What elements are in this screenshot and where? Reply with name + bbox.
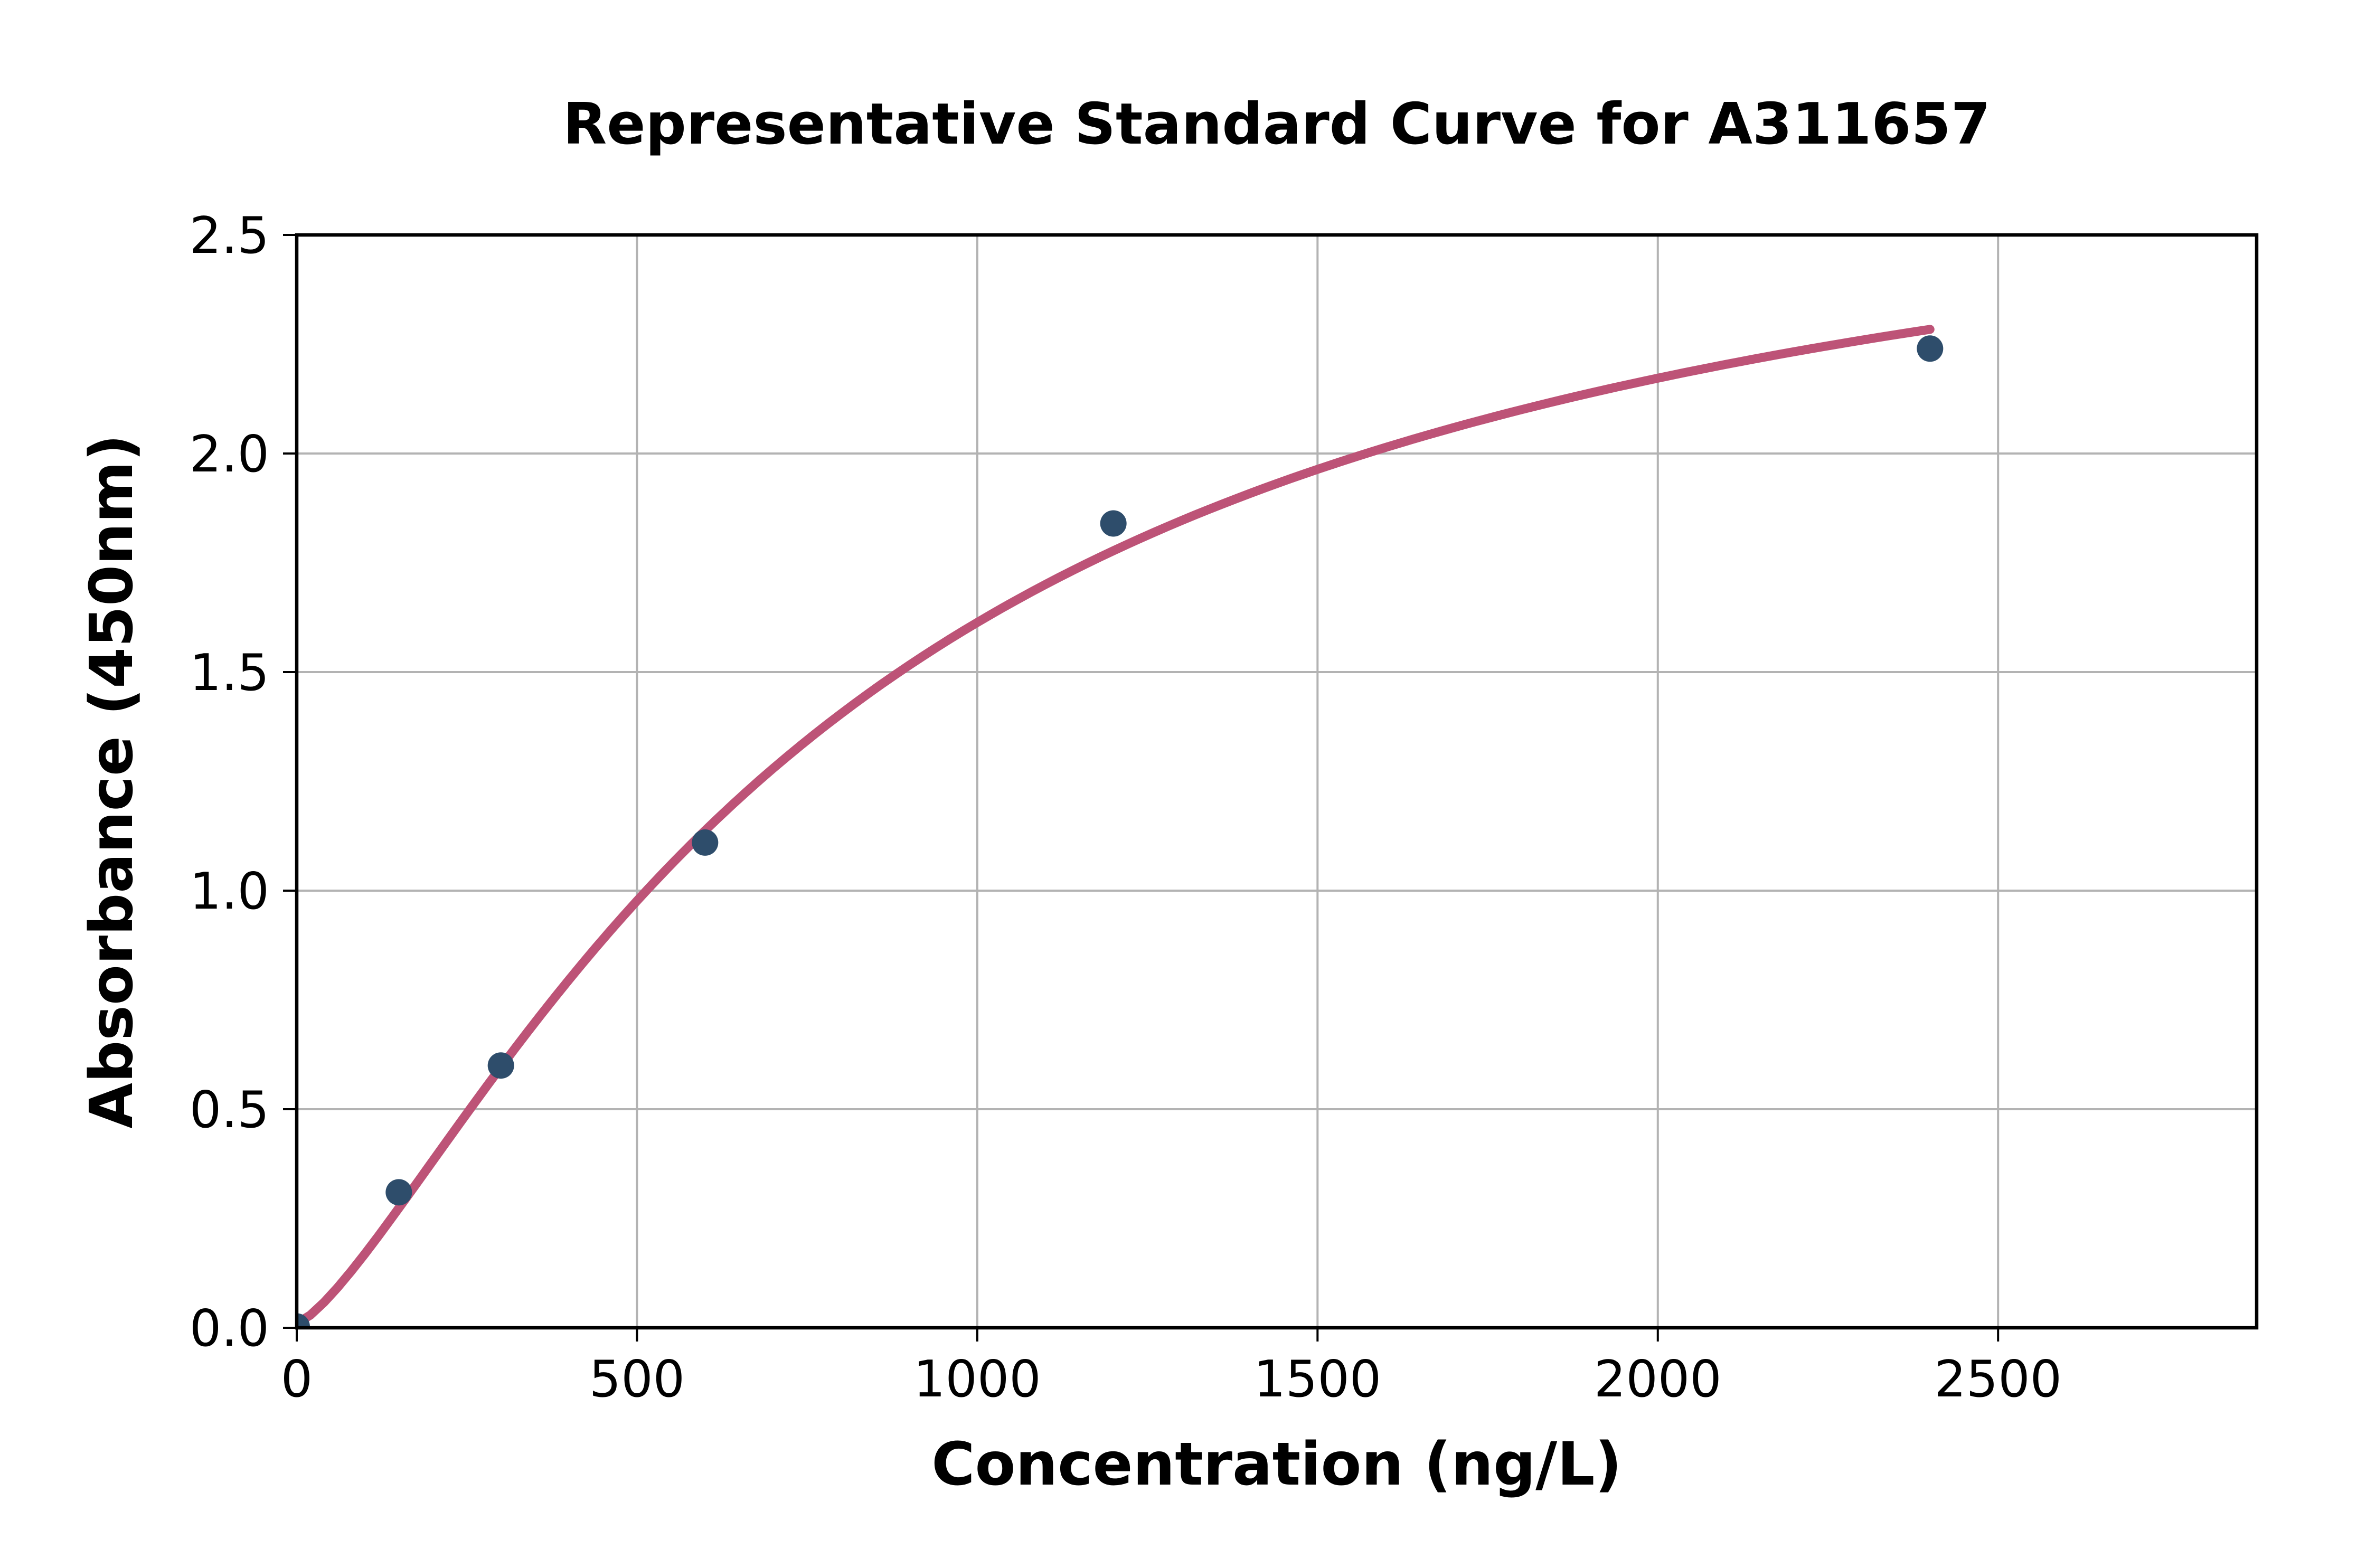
y-tick-label: 0.5	[190, 1081, 269, 1139]
x-tick-label: 0	[281, 1350, 313, 1409]
fit-curve-path	[297, 325, 1935, 1328]
data-point	[1917, 335, 1944, 362]
y-tick-label: 1.5	[190, 644, 269, 702]
x-tick-label: 1500	[1253, 1350, 1381, 1409]
y-tick-label: 1.0	[190, 863, 269, 921]
x-tick-label: 1000	[913, 1350, 1041, 1409]
data-point	[1100, 510, 1127, 537]
chart-title: Representative Standard Curve for A31165…	[563, 91, 1991, 157]
y-tick-label: 2.5	[190, 207, 269, 265]
y-axis-label: Absorbance (450nm)	[78, 434, 146, 1128]
axis-ticks	[283, 234, 2000, 1342]
data-points	[297, 335, 1944, 1328]
fit-curve	[297, 325, 1935, 1328]
data-point	[297, 1313, 310, 1328]
plot-frame	[295, 233, 2259, 1330]
x-tick-label: 2000	[1594, 1350, 1722, 1409]
y-tick-label: 2.0	[190, 426, 269, 484]
y-tick-label: 0.0	[190, 1300, 269, 1358]
x-tick-label: 2500	[1934, 1350, 2062, 1409]
data-point	[487, 1052, 514, 1079]
x-axis-label: Concentration (ng/L)	[931, 1430, 1621, 1499]
x-tick-label: 500	[589, 1350, 685, 1409]
data-point	[692, 829, 719, 856]
data-point	[385, 1179, 412, 1206]
grid-lines	[296, 234, 2257, 1329]
tick-labels: 0 500 1000 1500 2000 2500 0.0 0.5 1.0 1.5 2.0 2.5	[190, 207, 2062, 1409]
